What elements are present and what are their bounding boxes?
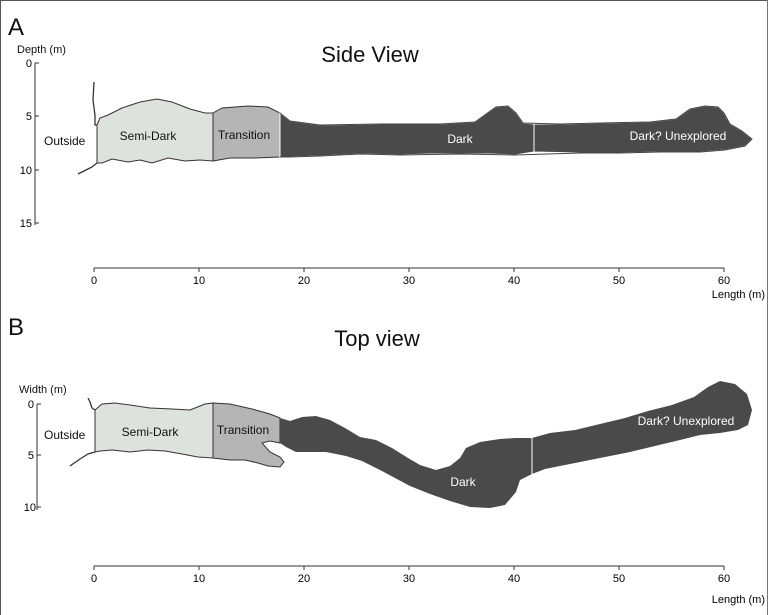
panel-b-label-semi-dark: Semi-Dark bbox=[122, 425, 180, 439]
panel-a-dark-zone bbox=[279, 105, 535, 158]
panel-b-y-tick-label: 0 bbox=[28, 399, 34, 411]
panel-b-top-view: B Top view Width (m) 0 5 10 0 10 20 30 4… bbox=[8, 314, 765, 606]
panel-b-label-unexplored: Dark? Unexplored bbox=[638, 414, 735, 428]
panel-a-x-tick-label: 0 bbox=[91, 275, 97, 287]
panel-a-x-tick-label: 10 bbox=[193, 275, 205, 287]
panel-a-x-tick-label: 60 bbox=[718, 275, 730, 287]
panel-a-side-view: A Side View Depth (m) 0 5 10 15 0 10 20 … bbox=[8, 14, 765, 301]
panel-a-label-unexplored: Dark? Unexplored bbox=[630, 129, 727, 143]
panel-a-x-tick-label: 50 bbox=[613, 275, 625, 287]
panel-a-letter: A bbox=[8, 14, 24, 41]
panel-a-cave-outline bbox=[279, 105, 753, 158]
panel-b-x-tick-label: 50 bbox=[613, 573, 625, 585]
panel-a-title: Side View bbox=[321, 42, 419, 67]
panel-b-x-ticks bbox=[93, 566, 725, 570]
panel-a-x-tick-label: 40 bbox=[508, 275, 520, 287]
panel-a-ground-surface-line bbox=[77, 81, 98, 175]
panel-b-y-tick-label: 5 bbox=[28, 450, 34, 462]
panel-b-label-dark: Dark bbox=[450, 475, 476, 489]
panel-a-x-ticks bbox=[93, 268, 725, 272]
panel-a-x-tick-label: 20 bbox=[298, 275, 310, 287]
panel-b-label-outside: Outside bbox=[44, 428, 86, 442]
panel-b-x-tick-label: 10 bbox=[193, 573, 205, 585]
panel-b-title: Top view bbox=[334, 326, 420, 351]
panel-b-letter: B bbox=[8, 314, 24, 341]
panel-a-y-axis-label: Depth (m) bbox=[17, 44, 66, 56]
panel-b-transition-zone bbox=[212, 402, 285, 468]
panel-b-unexplored-zone bbox=[532, 381, 752, 474]
panel-a-y-tick-label: 5 bbox=[26, 111, 32, 123]
panel-a-label-dark: Dark bbox=[447, 132, 473, 146]
panel-a-y-tick-label: 10 bbox=[20, 165, 32, 177]
panel-b-x-axis-label: Length (m) bbox=[712, 594, 765, 606]
panel-b-x-tick-label: 0 bbox=[91, 573, 97, 585]
panel-b-x-tick-label: 30 bbox=[403, 573, 415, 585]
panel-a-x-axis-label: Length (m) bbox=[712, 289, 765, 301]
panel-b-entrance-line bbox=[69, 397, 96, 467]
panel-a-label-outside: Outside bbox=[44, 134, 86, 148]
panel-a-label-semi-dark: Semi-Dark bbox=[120, 129, 178, 143]
panel-b-dark-zone bbox=[280, 416, 532, 508]
panel-a-x-tick-label: 30 bbox=[403, 275, 415, 287]
panel-b-y-axis-label: Width (m) bbox=[19, 384, 67, 396]
panel-a-y-tick-label: 15 bbox=[20, 218, 32, 230]
panel-b-x-tick-label: 40 bbox=[508, 573, 520, 585]
panel-b-x-tick-label: 60 bbox=[718, 573, 730, 585]
panel-b-label-transition: Transition bbox=[217, 423, 269, 437]
panel-a-y-tick-label: 0 bbox=[26, 58, 32, 70]
panel-a-label-transition: Transition bbox=[218, 128, 270, 142]
panel-b-y-tick-label: 10 bbox=[24, 502, 36, 514]
panel-b-x-tick-label: 20 bbox=[298, 573, 310, 585]
